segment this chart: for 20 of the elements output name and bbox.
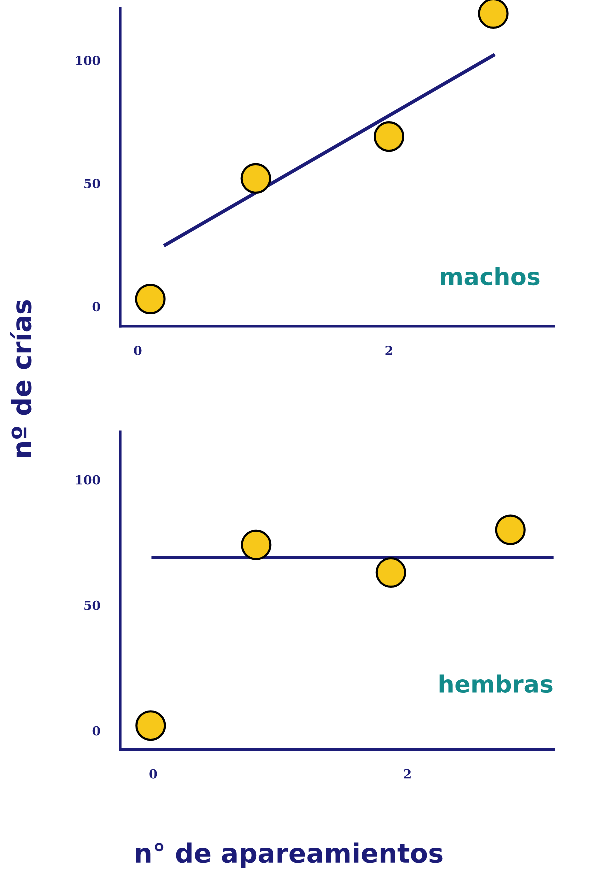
- point: [376, 557, 406, 588]
- y-tick-label: 0: [92, 726, 100, 736]
- y-tick-label: 100: [76, 56, 100, 66]
- y-tick-label: 50: [84, 600, 100, 610]
- point: [374, 122, 405, 152]
- y-tick-label: 100: [76, 475, 100, 485]
- annotation: machos: [441, 267, 540, 286]
- point: [495, 514, 526, 546]
- x-axis-title: n° de apareamientos: [136, 842, 443, 868]
- y-tick-label: 0: [92, 302, 100, 312]
- point: [241, 530, 272, 560]
- x-tick-label: 2: [386, 346, 392, 356]
- y-tick-label: 50: [84, 179, 100, 189]
- y-axis-title: nº de crías: [10, 300, 32, 458]
- point: [240, 163, 272, 194]
- annotation: hembras: [440, 674, 553, 694]
- point: [136, 710, 166, 742]
- x-tick-label: 2: [404, 769, 411, 779]
- point: [135, 284, 166, 315]
- point: [478, 0, 509, 30]
